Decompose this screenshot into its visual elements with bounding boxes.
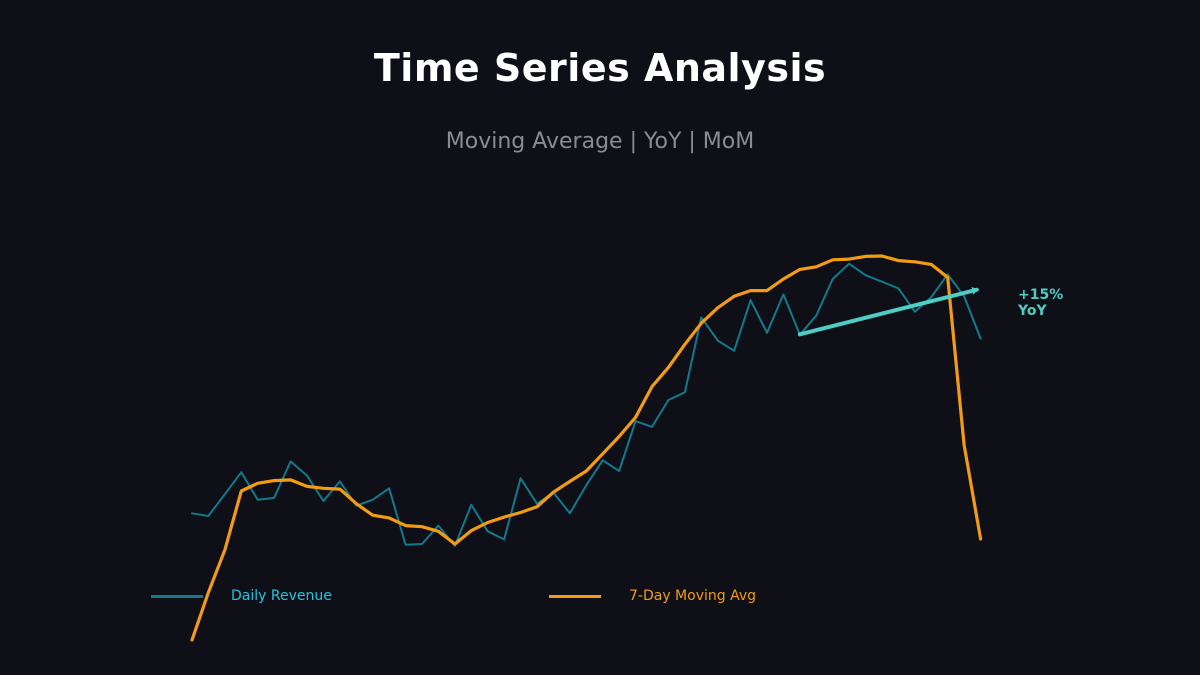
chart-title: Time Series Analysis [373,46,827,90]
legend-label-moving-avg: 7-Day Moving Avg [629,588,757,604]
legend-label-daily-revenue: Daily Revenue [231,588,332,604]
moving-avg-line [190,254,983,642]
legend-item-moving-avg: 7-Day Moving Avg [549,588,756,604]
series-layer [190,254,983,642]
yoy-annotation: +15% YoY [1018,287,1063,319]
yoy-annotation-label: YoY [1018,303,1047,319]
legend-item-daily-revenue: Daily Revenue [151,588,332,604]
daily-revenue-line [191,262,982,547]
yoy-annotation-value: +15% [1018,287,1064,303]
legend-swatch-moving-avg [549,594,601,598]
annotation-layer [797,287,980,337]
yoy-trend-arrow [797,287,980,337]
chart-subtitle: Moving Average | YoY | MoM [445,129,755,154]
legend-swatch-daily-revenue [151,594,203,598]
